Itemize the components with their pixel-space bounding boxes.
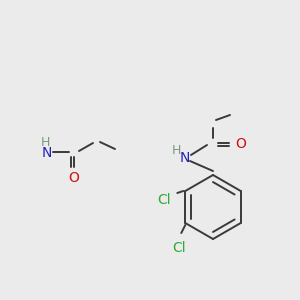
Text: N: N: [42, 146, 52, 160]
Text: O: O: [69, 171, 80, 185]
Text: O: O: [236, 137, 246, 151]
Text: Cl: Cl: [172, 241, 186, 255]
Text: Cl: Cl: [158, 193, 171, 207]
Text: H: H: [171, 143, 181, 157]
Text: N: N: [180, 151, 190, 165]
Text: H: H: [40, 136, 50, 148]
